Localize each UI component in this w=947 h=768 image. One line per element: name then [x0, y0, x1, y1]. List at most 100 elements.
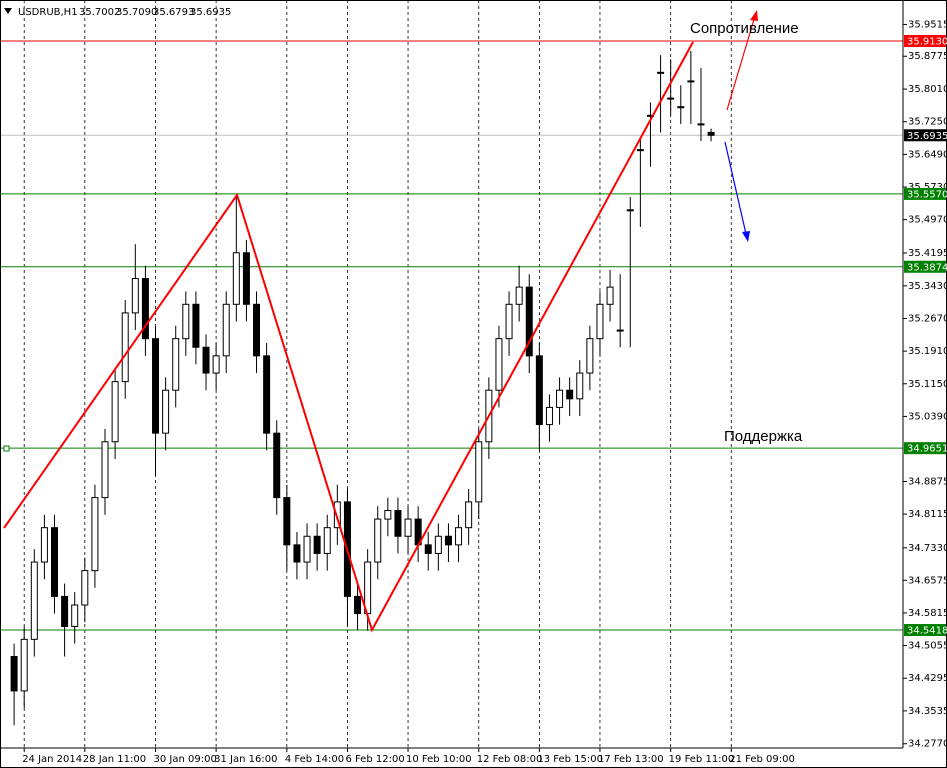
candle-body: [263, 355, 271, 434]
candle-body: [212, 355, 220, 374]
symbol-icon: [4, 8, 12, 14]
candle-body: [293, 544, 301, 563]
candle-body: [172, 338, 180, 391]
candle-body: [354, 595, 362, 615]
level-label: 35.3874: [907, 262, 947, 273]
candle-body: [707, 131, 715, 136]
level-label: 35.9130: [907, 36, 947, 47]
down-arrow: [724, 141, 747, 235]
x-tick-label: 31 Jan 16:00: [214, 754, 277, 765]
y-tick-label: 35.1910: [908, 346, 947, 357]
candle-body: [394, 509, 402, 537]
candle-body: [61, 595, 69, 627]
candle-body: [424, 544, 432, 554]
candle-body: [111, 381, 119, 443]
candle-body: [616, 329, 624, 332]
y-tick-label: 35.9515: [908, 19, 947, 30]
candle-body: [10, 656, 18, 692]
candle-body: [596, 303, 604, 340]
candle-body: [525, 286, 533, 357]
candle-body: [556, 389, 564, 408]
close: 35.6935: [190, 7, 231, 18]
y-tick-label: 34.6575: [908, 575, 947, 586]
candle-body: [576, 372, 584, 400]
level-badge: [904, 623, 946, 636]
x-tick-label: 30 Jan 09:00: [154, 754, 217, 765]
y-tick-label: 35.4970: [908, 215, 947, 226]
level-label: 34.5418: [907, 625, 947, 636]
candle-body: [333, 501, 341, 529]
candle-body: [313, 535, 321, 554]
candle-body: [283, 497, 291, 546]
candle-body: [657, 71, 665, 74]
candle-body: [434, 535, 442, 554]
x-tick-label: 10 Feb 10:00: [406, 754, 472, 765]
x-tick-label: 19 Feb 11:00: [669, 754, 735, 765]
y-tick-label: 35.8775: [908, 51, 947, 62]
candle-body: [232, 252, 240, 305]
candle-body: [141, 278, 149, 340]
candle-body: [51, 527, 59, 597]
up-arrow: [726, 15, 756, 111]
candle-body: [81, 570, 89, 606]
y-tick-label: 35.5730: [908, 182, 947, 193]
candle-body: [586, 338, 594, 374]
zigzag: [3, 41, 694, 633]
y-tick-label: 34.4295: [908, 673, 947, 684]
candle-body: [152, 338, 160, 434]
level-badge: [904, 187, 946, 200]
y-tick-label: 35.3430: [908, 281, 947, 292]
candle-body: [303, 535, 311, 563]
candle-body: [162, 389, 170, 434]
y-tick-label: 35.2670: [908, 313, 947, 324]
drawings: [3, 10, 758, 633]
y-tick-label: 34.8115: [908, 509, 947, 520]
candle-body: [30, 561, 38, 640]
y-tick-label: 34.2770: [908, 739, 947, 750]
y-tick-label: 34.5815: [908, 608, 947, 619]
level-badge: [904, 260, 946, 273]
level-label: 34.9651: [907, 444, 947, 455]
open: 35.7002: [79, 7, 120, 18]
candle-body: [242, 252, 250, 305]
candle-body: [697, 123, 705, 126]
candle-body: [566, 389, 574, 400]
candle-body: [404, 518, 412, 537]
header: USDRUB,H1 35.7002 35.7090 35.6793 35.693…: [4, 7, 231, 18]
y-tick-label: 34.8875: [908, 476, 947, 487]
candle-body: [273, 432, 281, 499]
low: 35.6793: [153, 7, 194, 18]
level-badge: [904, 442, 946, 455]
x-tick-label: 28 Jan 11:00: [83, 754, 146, 765]
level-badge: [904, 34, 946, 47]
y-tick-label: 35.1150: [908, 379, 947, 390]
x-tick-label: 12 Feb 08:00: [477, 754, 543, 765]
support-label: Поддержка: [724, 428, 803, 445]
arrow-head: [742, 231, 750, 242]
candle-body: [495, 338, 503, 391]
candle-body: [121, 312, 129, 383]
resistance-label: Сопротивление: [690, 20, 799, 37]
x-tick-label: 6 Feb 12:00: [345, 754, 404, 765]
candle-body: [505, 303, 513, 340]
candle-body: [444, 535, 452, 546]
high: 35.7090: [116, 7, 157, 18]
candle-body: [606, 286, 614, 305]
level-anchor: [3, 445, 10, 452]
symbol: USDRUB,H1: [18, 7, 78, 18]
candle-body: [192, 303, 200, 348]
x-tick-label: 13 Feb 15:00: [537, 754, 603, 765]
level-label: 35.5570: [907, 189, 947, 200]
y-tick-label: 34.7330: [908, 543, 947, 554]
x-tick-label: 17 Feb 13:00: [598, 754, 664, 765]
candle-body: [545, 406, 553, 426]
candle-body: [101, 441, 109, 499]
y-tick-label: 35.0390: [908, 411, 947, 422]
candle-body: [687, 80, 695, 83]
candle-body: [667, 97, 675, 100]
candle-body: [384, 509, 392, 520]
